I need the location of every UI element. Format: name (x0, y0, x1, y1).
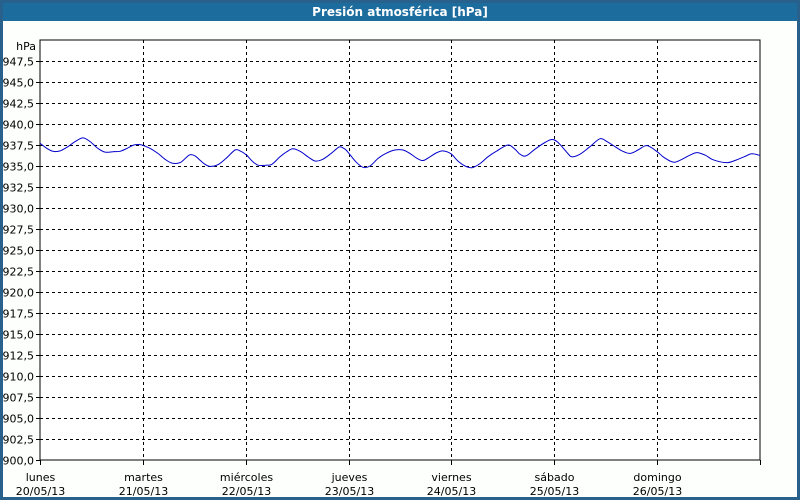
day-date-label: 22/05/13 (222, 485, 271, 497)
y-tick-label: 912,5 (3, 350, 34, 363)
pressure-line-chart: 947,5 945,0 942,5 940,0 937,5 935,0 932,5 930,0… (3, 39, 761, 497)
y-tick-label: 925,0 (3, 245, 34, 258)
y-tick-label: 910,0 (3, 371, 34, 384)
day-date-label: 24/05/13 (427, 485, 476, 497)
y-tick-label: 922,5 (3, 266, 34, 279)
y-tick-label: 930,0 (3, 203, 34, 216)
day-name-label: martes (124, 471, 163, 484)
window-titlebar: Presión atmosférica [hPa] (3, 3, 797, 21)
day-date-label: 20/05/13 (16, 485, 65, 497)
y-tick-label: 917,5 (3, 308, 34, 321)
y-tick-label: 947,5 (3, 56, 34, 69)
day-name-label: jueves (331, 471, 368, 484)
y-tick-label: 905,0 (3, 413, 34, 426)
y-tick-label: 900,0 (3, 455, 34, 468)
day-date-label: 21/05/13 (119, 485, 168, 497)
day-date-label: 23/05/13 (325, 485, 374, 497)
y-tick-label: 932,5 (3, 182, 34, 195)
y-tick-label: 942,5 (3, 98, 34, 111)
y-tick-label: 915,0 (3, 329, 34, 342)
y-tick-label: 945,0 (3, 77, 34, 90)
day-date-label: 26/05/13 (633, 485, 682, 497)
y-tick-label: 935,0 (3, 161, 34, 174)
pressure-series-line (39, 137, 761, 169)
day-name-label: domingo (633, 471, 681, 484)
chart-area: 947,5 945,0 942,5 940,0 937,5 935,0 932,5 930,0… (3, 21, 797, 497)
day-name-label: miércoles (220, 471, 273, 484)
y-tick-label: 902,5 (3, 434, 34, 447)
day-date-label: 25/05/13 (530, 485, 579, 497)
day-name-label: lunes (26, 471, 56, 484)
y-tick-label: 940,0 (3, 119, 34, 132)
y-tick-label: 907,5 (3, 392, 34, 405)
window-title: Presión atmosférica [hPa] (312, 5, 488, 19)
day-name-label: viernes (431, 471, 471, 484)
y-tick-label: 920,0 (3, 287, 34, 300)
day-name-label: sábado (535, 471, 575, 484)
y-tick-label: 927,5 (3, 224, 34, 237)
y-axis-unit-label: hPa (16, 40, 36, 53)
y-tick-label: 937,5 (3, 140, 34, 153)
